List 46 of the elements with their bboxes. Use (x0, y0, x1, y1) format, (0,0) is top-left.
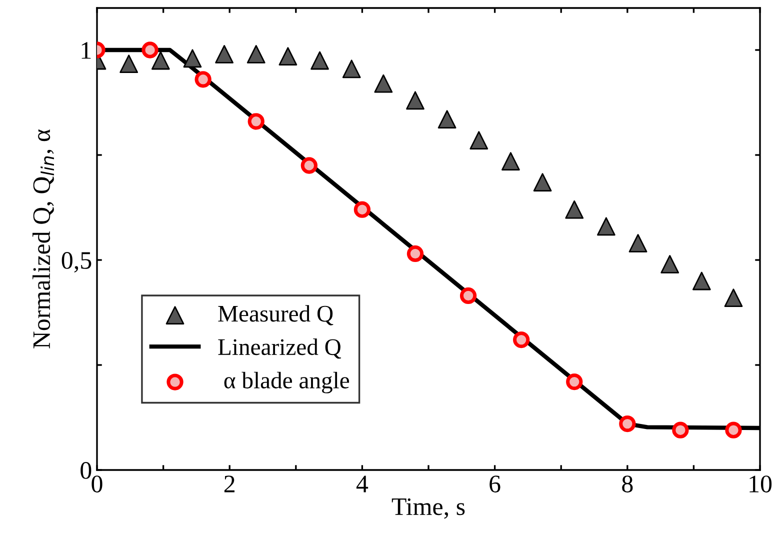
y-tick-label: 0,5 (62, 252, 92, 273)
point (215, 45, 234, 64)
point (596, 217, 616, 236)
point (248, 113, 264, 130)
y-tick-label: 1 (82, 42, 91, 59)
point (565, 200, 584, 219)
point (342, 60, 361, 78)
point (406, 91, 424, 110)
point (183, 49, 202, 68)
x-axis-title: Time, s (392, 498, 465, 519)
point (151, 51, 170, 70)
point (310, 51, 329, 70)
x-tick-label: 2 (224, 476, 234, 492)
y-axis-title: Normalized Q, Q$_{lin}$, α (32, 129, 54, 348)
point (672, 422, 689, 438)
y-tick-label: 0 (80, 462, 92, 479)
point (300, 157, 318, 174)
point (374, 74, 393, 93)
point (502, 152, 520, 170)
point (278, 47, 298, 66)
point (354, 201, 371, 218)
point (512, 331, 530, 348)
point (438, 110, 456, 128)
x-tick-label: 8 (622, 476, 633, 492)
point (142, 42, 158, 58)
point (692, 272, 711, 290)
point (566, 373, 583, 390)
point (619, 415, 636, 432)
point (194, 71, 212, 88)
x-tick-label: 6 (490, 476, 500, 492)
x-tick-label: 0 (92, 476, 102, 492)
point (660, 255, 680, 274)
point (120, 54, 138, 74)
point (628, 234, 648, 252)
point (460, 287, 477, 304)
legend-label: Measured Q (218, 305, 334, 326)
x-tick-label: 4 (356, 476, 368, 492)
point (406, 245, 424, 262)
legend-label: α blade angle (224, 372, 350, 394)
point (725, 422, 742, 438)
point (724, 288, 743, 307)
x-tick-label: 10 (750, 476, 772, 492)
point (246, 45, 266, 64)
point (533, 173, 552, 192)
legend-label: Linearized Q (218, 338, 341, 359)
point (470, 131, 488, 150)
